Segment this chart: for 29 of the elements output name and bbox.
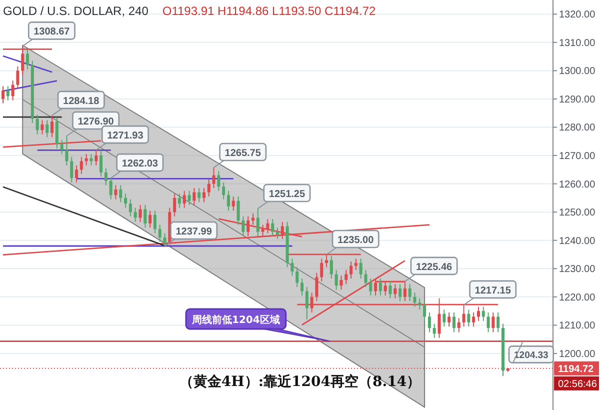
y-tick-label: 1210.00 — [559, 320, 596, 332]
y-tick-label: 1230.00 — [559, 264, 596, 276]
y-tick-label: 1320.00 — [559, 10, 596, 21]
y-tick-label: 1200.00 — [559, 348, 596, 360]
y-tick-label: 1250.00 — [559, 208, 596, 219]
y-tick-label: 1270.00 — [559, 151, 596, 162]
price-label: 1237.99 — [164, 221, 218, 247]
chart-title: GOLD / U.S. DOLLAR, 240 — [3, 4, 149, 18]
price-label: 1262.03 — [110, 153, 164, 179]
ref-line-label: 1194.72 — [558, 364, 594, 375]
annotation: O1193.91 H1194.86 L1193.50 C1194.72 — [162, 4, 376, 18]
price-label: 1251.25 — [257, 184, 311, 210]
price-label: 1265.75 — [213, 142, 267, 168]
y-tick-label: 1290.00 — [559, 94, 596, 106]
y-tick-label: 1300.00 — [559, 66, 596, 78]
y-tick-label: 1260.00 — [559, 179, 596, 190]
price-label: 1271.93 — [96, 125, 149, 151]
y-tick-label: 1310.00 — [559, 38, 596, 49]
price-label: 1217.15 — [463, 280, 517, 306]
annotation: （黄金4H）:靠近1204再空（8.14） — [179, 373, 421, 390]
price-label: 1235.00 — [326, 230, 380, 255]
price-tag: 1194.72 02:56:46 — [554, 361, 599, 390]
price-label: 1225.46 — [404, 256, 458, 282]
price-label: 1308.67 — [22, 22, 76, 47]
y-tick-label: 1240.00 — [559, 236, 596, 247]
y-tick-label: 1220.00 — [559, 292, 596, 304]
annotation: 周线前低1204区域 — [191, 314, 280, 326]
zone-callout: 周线前低1204区域 — [185, 308, 330, 342]
y-tick-label: 1280.00 — [559, 122, 596, 134]
